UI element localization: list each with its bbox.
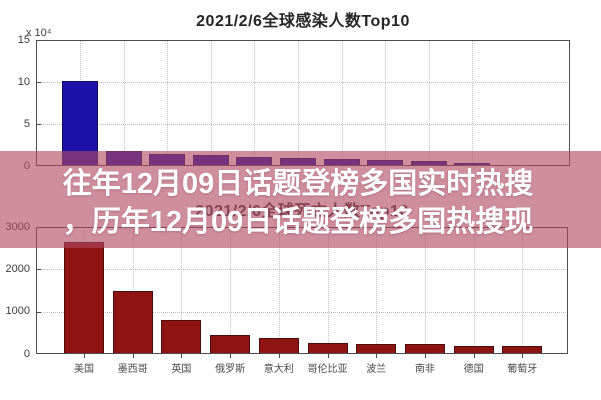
vertical-gridline xyxy=(385,40,387,166)
x-category-label: 葡萄牙 xyxy=(507,364,538,375)
vertical-gridline xyxy=(230,227,232,354)
x-category-label: 南非 xyxy=(414,364,435,375)
horizontal-gridline xyxy=(36,82,570,83)
y-tick-label: 15 xyxy=(17,33,30,46)
y-tick-label: 0 xyxy=(23,347,30,360)
vertical-gridline xyxy=(210,40,212,166)
y-tick-label: 10 xyxy=(17,75,30,88)
chart1-y-exponent-label: x 10⁴ xyxy=(26,27,52,39)
vertical-gridline xyxy=(327,227,329,354)
vertical-gridline xyxy=(123,40,125,166)
x-category-label: 英国 xyxy=(171,364,192,375)
y-tick-mark xyxy=(36,269,41,271)
y-tick-label: 2000 xyxy=(5,262,30,275)
x-tick-mark xyxy=(181,354,183,358)
x-tick-mark xyxy=(376,354,378,358)
headline-text: 往年12月09日话题登榜多国实时热搜 ，历年12月09日话题登榜多国热搜现 xyxy=(4,165,592,241)
horizontal-gridline xyxy=(36,124,570,125)
x-tick-mark xyxy=(473,354,475,358)
y-tick-label: 5 xyxy=(23,117,30,130)
horizontal-gridline xyxy=(36,269,568,271)
vertical-gridline xyxy=(254,40,256,166)
x-tick-mark xyxy=(278,354,280,358)
y-tick-mark xyxy=(36,82,41,83)
vertical-gridline xyxy=(181,227,183,354)
x-tick-mark xyxy=(424,354,426,358)
headline-line1: 往年12月09日话题登榜多国实时热搜 xyxy=(62,168,534,200)
chart1-title: 2021/2/6全球感染人数Top10 xyxy=(196,13,410,30)
vertical-gridline xyxy=(522,227,524,354)
x-category-label: 哥伦比亚 xyxy=(307,364,348,375)
x-category-label: 波兰 xyxy=(366,364,387,375)
x-tick-mark xyxy=(522,354,524,358)
y-tick-label: 1000 xyxy=(5,305,30,318)
y-tick-mark xyxy=(36,311,41,313)
x-category-label: 德国 xyxy=(463,364,484,375)
vertical-gridline xyxy=(278,227,280,354)
vertical-gridline xyxy=(167,40,169,166)
vertical-gridline xyxy=(341,40,343,166)
x-tick-mark xyxy=(132,354,134,358)
x-category-label: 意大利 xyxy=(263,364,294,375)
headline-line2: ，历年12月09日话题登榜多国热搜现 xyxy=(62,206,534,238)
horizontal-gridline xyxy=(36,311,568,313)
bar xyxy=(64,241,104,354)
x-tick-mark xyxy=(230,354,232,358)
vertical-gridline xyxy=(298,40,299,166)
vertical-gridline xyxy=(472,40,474,166)
vertical-gridline xyxy=(424,227,426,354)
bar xyxy=(112,291,153,354)
x-tick-mark xyxy=(84,354,85,358)
x-category-label: 俄罗斯 xyxy=(215,364,246,375)
bar xyxy=(161,320,202,354)
vertical-gridline xyxy=(376,227,378,354)
x-category-label: 美国 xyxy=(74,364,94,375)
vertical-gridline xyxy=(132,227,134,354)
chart1-plot-area: 051015 xyxy=(18,34,570,172)
vertical-gridline xyxy=(473,227,475,354)
headline-banner: 往年12月09日话题登榜多国实时热搜 ，历年12月09日话题登榜多国热搜现 xyxy=(0,151,601,248)
plot-border xyxy=(36,40,570,166)
y-tick-mark xyxy=(36,124,41,125)
vertical-gridline xyxy=(428,40,430,166)
x-tick-mark xyxy=(327,354,329,358)
x-category-label: 墨西哥 xyxy=(117,364,148,375)
